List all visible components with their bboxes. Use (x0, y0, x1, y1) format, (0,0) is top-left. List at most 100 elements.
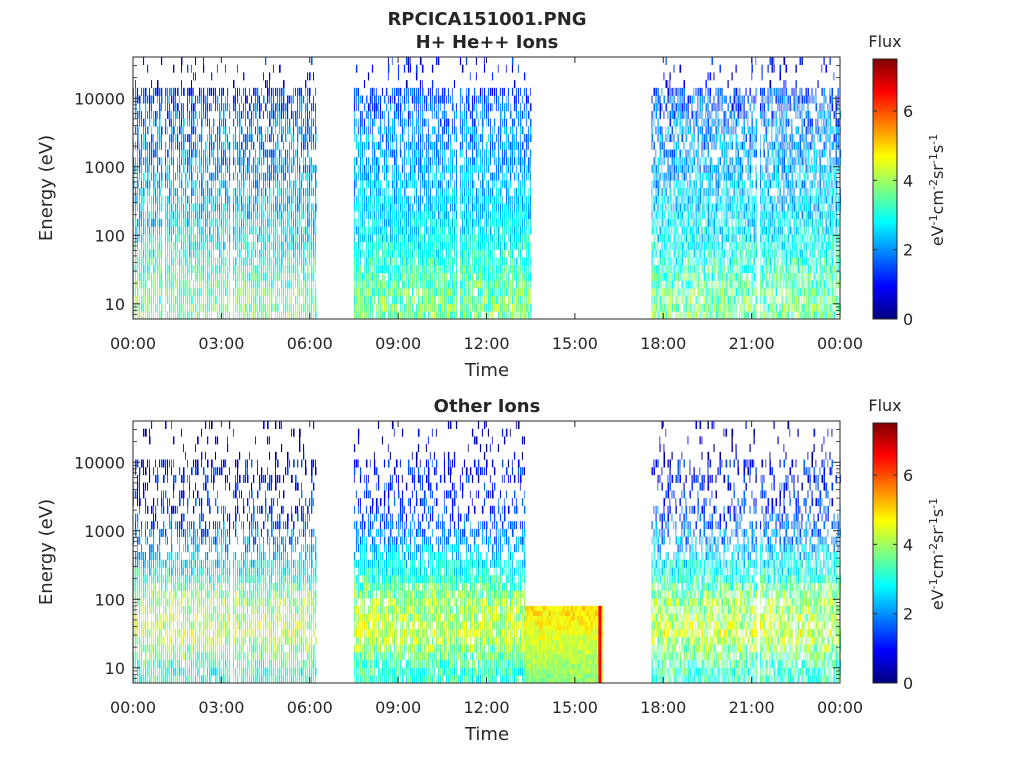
spectrogram-cell (425, 280, 428, 289)
spectrogram-cell (165, 234, 166, 243)
spectrogram-cell (291, 280, 293, 289)
spectrogram-cell (515, 211, 518, 220)
spectrogram-cell (493, 118, 496, 127)
spectrogram-cell (395, 172, 398, 181)
spectrogram-cell (291, 272, 293, 281)
spectrogram-cell (467, 241, 470, 250)
spectrogram-cell (669, 265, 671, 274)
spectrogram-cell (467, 303, 469, 312)
spectrogram-cell (491, 218, 494, 227)
spectrogram-cell (195, 149, 197, 158)
spectrogram-cell (513, 303, 515, 312)
spectrogram-cell (663, 203, 665, 212)
spectrogram-cell (441, 110, 444, 119)
spectrogram-cell (437, 311, 440, 320)
spectrogram-cell (207, 211, 209, 220)
spectrogram-cell (475, 234, 477, 243)
spectrogram-cell (193, 188, 195, 196)
spectrogram-cell (189, 272, 190, 281)
spectrogram-cell (229, 295, 230, 304)
spectrogram-cell (149, 87, 151, 96)
spectrogram-cell (145, 257, 147, 266)
spectrogram-cell (133, 164, 135, 173)
spectrogram-cell (193, 110, 195, 119)
spectrogram-cell (491, 188, 494, 196)
spectrogram-cell (189, 303, 191, 312)
spectrogram-cell (439, 241, 442, 250)
spectrogram-cell (263, 218, 264, 227)
spectrogram-cell (371, 218, 373, 227)
spectrogram-cell (651, 288, 653, 297)
spectrogram-cell (515, 134, 517, 143)
spectrogram-cell (259, 110, 261, 119)
spectrogram-cell (487, 234, 489, 243)
spectrogram-cell (497, 311, 500, 320)
spectrogram-cell (169, 272, 171, 281)
spectrogram-cell (261, 303, 263, 312)
spectrogram-cell (519, 87, 521, 96)
spectrogram-cell (295, 164, 296, 173)
spectrogram-cell (399, 188, 402, 196)
spectrogram-cell (143, 265, 145, 274)
spectrogram-cell (453, 311, 455, 320)
spectrogram-cell (387, 164, 389, 173)
spectrogram-cell (153, 218, 155, 227)
spectrogram-cell (387, 288, 390, 297)
spectrogram-cell (355, 103, 357, 112)
spectrogram-cell (437, 288, 440, 297)
spectrogram-cell (133, 195, 135, 204)
spectrogram-cell (463, 249, 466, 258)
spectrogram-cell (259, 234, 261, 243)
spectrogram-cell (441, 288, 444, 297)
spectrogram-cell (155, 87, 157, 96)
spectrogram-cell (183, 249, 185, 258)
spectrogram-cell (135, 249, 137, 258)
spectrogram-cell (523, 172, 525, 181)
spectrogram-cell (297, 280, 299, 289)
spectrogram-cell (275, 103, 277, 112)
spectrogram-cell (481, 272, 484, 281)
spectrogram-cell (431, 272, 434, 281)
spectrogram-cell (281, 180, 283, 189)
spectrogram-cell (423, 295, 425, 304)
spectrogram-cell (287, 295, 288, 304)
spectrogram-cell (191, 141, 192, 150)
spectrogram-cell (191, 80, 193, 89)
spectrogram-cell (247, 188, 248, 196)
spectrogram-cell (665, 303, 667, 312)
spectrogram-cell (435, 234, 438, 243)
spectrogram-cell (213, 272, 214, 281)
spectrogram-cell (529, 257, 532, 266)
spectrogram-cell (177, 257, 178, 266)
spectrogram-cell (501, 172, 503, 181)
spectrogram-cell (393, 110, 396, 119)
spectrogram-cell (481, 280, 483, 289)
spectrogram-cell (149, 118, 151, 127)
spectrogram-cell (207, 103, 209, 112)
spectrogram-cell (189, 87, 191, 96)
spectrogram-cell (461, 288, 463, 297)
spectrogram-cell (385, 295, 387, 304)
spectrogram-cell (663, 249, 665, 258)
spectrogram-cell (277, 203, 278, 212)
spectrogram-cell (419, 311, 421, 320)
spectrogram-cell (223, 257, 225, 266)
spectrogram-cell (483, 272, 485, 281)
spectrogram-cell (365, 241, 368, 250)
spectrogram-cell (451, 149, 454, 158)
spectrogram-cell (499, 203, 501, 212)
spectrogram-cell (449, 226, 452, 235)
spectrogram-cell (211, 303, 213, 312)
spectrogram-cell (389, 95, 392, 104)
spectrogram-cell (507, 265, 509, 274)
spectrogram-cell (379, 311, 382, 320)
spectrogram-cell (313, 249, 315, 258)
spectrogram-cell (371, 157, 374, 166)
spectrogram-cell (365, 95, 368, 104)
spectrogram-cell (135, 295, 137, 304)
spectrogram-cell (225, 164, 227, 173)
spectrogram-cell (273, 157, 275, 166)
spectrogram-cell (515, 126, 517, 135)
spectrogram-cell (495, 241, 498, 250)
spectrogram-cell (429, 87, 431, 96)
